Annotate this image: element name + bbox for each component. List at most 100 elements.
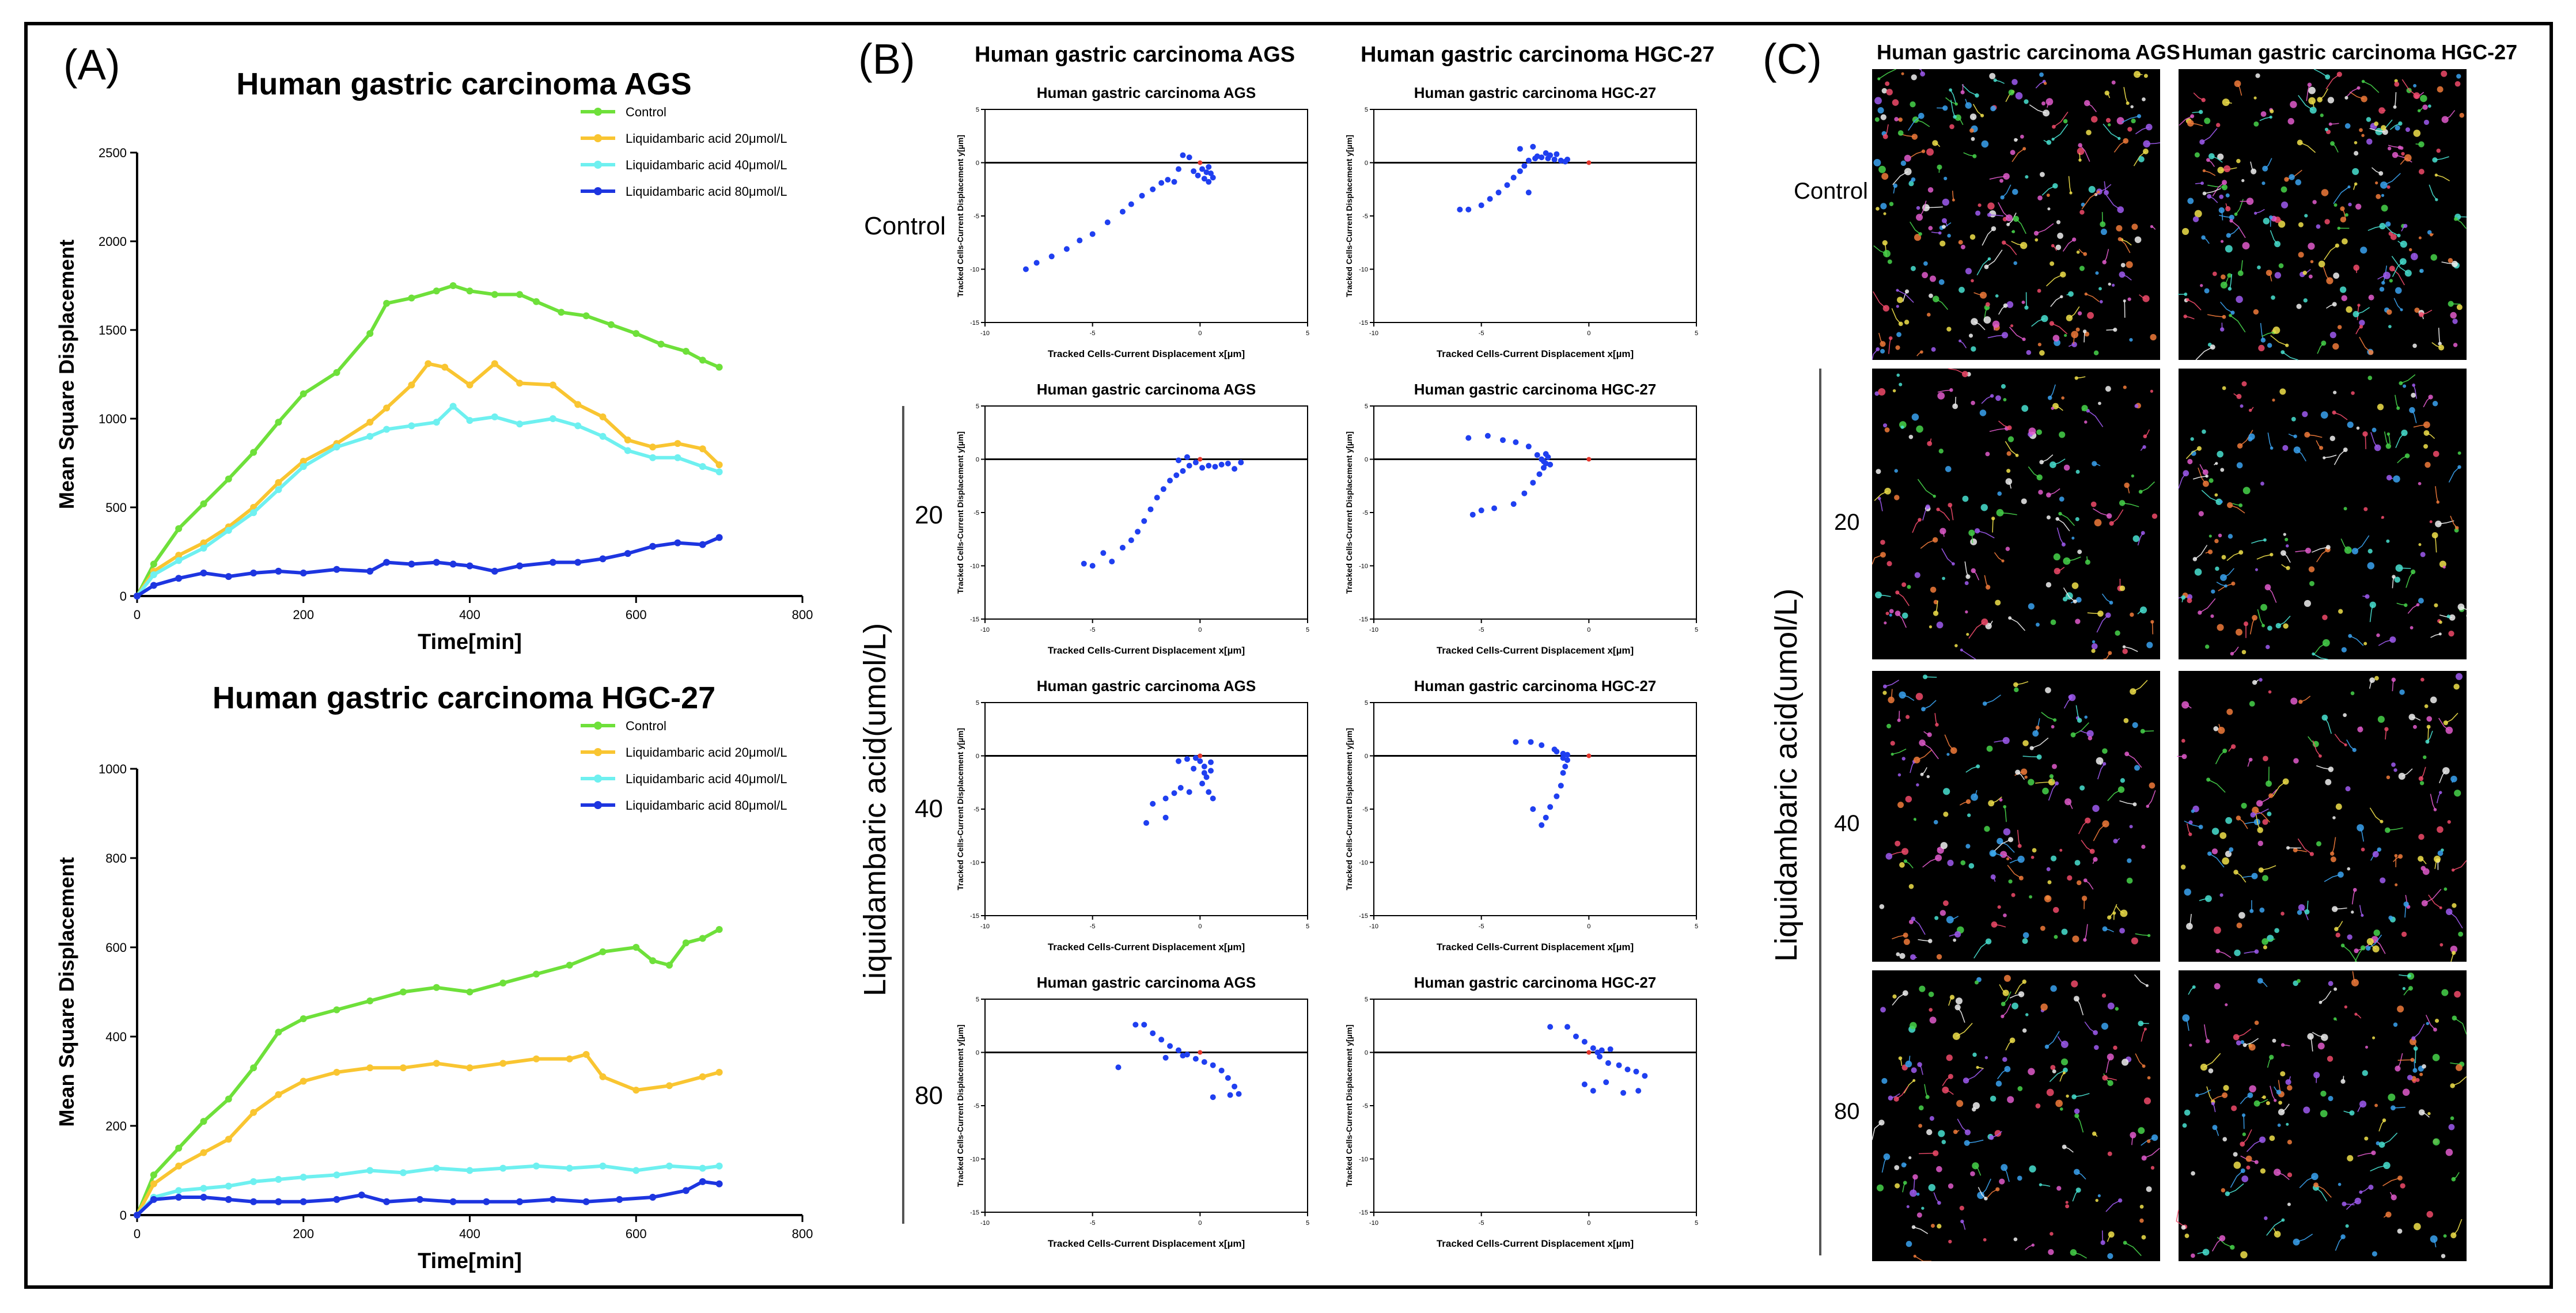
cell-track [2342, 945, 2357, 962]
x-tick-label: 5 [1695, 627, 1698, 633]
scatter-point [1201, 1059, 1207, 1065]
cell-marker [1971, 568, 1976, 574]
cell-track [2316, 1184, 2332, 1198]
cell-marker [2267, 811, 2272, 817]
cell-marker [2050, 619, 2056, 625]
cell-marker [2142, 1064, 2146, 1068]
cell-marker [2051, 407, 2054, 410]
cell-marker [1943, 900, 1949, 906]
cell-marker [2146, 1186, 2152, 1192]
cell-marker [1946, 1054, 1953, 1061]
cell-marker [2420, 677, 2425, 682]
cell-marker [1882, 134, 1888, 139]
cell-track [2320, 991, 2332, 1003]
cell-marker [2248, 408, 2252, 412]
cell-marker [2442, 566, 2446, 569]
cell-marker [1995, 294, 1999, 298]
cell-marker [2055, 244, 2062, 251]
cell-marker [2003, 974, 2011, 982]
data-point [666, 962, 673, 969]
cell-marker [2018, 875, 2024, 881]
cell-marker [2184, 888, 2191, 896]
data-point [466, 988, 473, 996]
cell-marker [2254, 949, 2259, 954]
cell-marker [2085, 817, 2091, 824]
cell-marker [2085, 559, 2090, 565]
cell-marker [2381, 280, 2385, 285]
cell-marker [2227, 273, 2232, 278]
cell-marker [2408, 986, 2414, 991]
cell-marker [1938, 449, 1944, 454]
cell-marker [2141, 1235, 2146, 1240]
cell-marker [2361, 134, 2365, 137]
cell-track [1973, 941, 1989, 959]
cell-marker [2410, 626, 2414, 629]
cell-marker [2438, 341, 2442, 346]
cell-track [1961, 650, 1976, 660]
cell-marker [1912, 1079, 1916, 1082]
cell-marker [2379, 287, 2385, 292]
cell-marker [2100, 1240, 2105, 1245]
cell-marker [2360, 945, 2366, 951]
cell-marker [2340, 206, 2345, 211]
cell-marker [2259, 1136, 2266, 1143]
cell-track [2135, 933, 2149, 936]
data-point [657, 340, 665, 348]
scatter-point [1210, 174, 1216, 181]
cell-marker [2002, 989, 2009, 996]
cell-marker [2433, 1027, 2437, 1032]
cell-marker [2047, 880, 2052, 885]
cell-marker [2061, 396, 2064, 400]
cell-track [2194, 545, 2208, 560]
cell-marker [2077, 311, 2082, 316]
cell-track [2270, 335, 2287, 346]
cell-marker [1900, 160, 1907, 166]
cell-marker [2454, 991, 2461, 998]
scatter-point [1160, 486, 1166, 492]
cell-marker [2309, 580, 2314, 586]
cell-marker [1903, 939, 1910, 945]
scatter-point [1562, 764, 1569, 769]
data-point [408, 422, 415, 430]
panel-b-row-80: 80 [915, 1081, 943, 1110]
cell-marker [2063, 119, 2068, 124]
cell-marker [1946, 327, 1952, 332]
cell-marker [2377, 847, 2382, 852]
cell-marker [2090, 116, 2098, 123]
panel-b-group-bracket [902, 406, 904, 1224]
cell-marker [2010, 324, 2014, 328]
cell-marker [2308, 86, 2316, 94]
x-tick-label: 400 [459, 1227, 480, 1241]
cell-marker [1921, 149, 1926, 153]
scatter-point [1199, 465, 1206, 471]
cell-marker [2001, 559, 2005, 563]
cell-marker [2347, 421, 2354, 428]
cell-track-image [1872, 368, 2160, 660]
data-point [275, 567, 282, 575]
cell-marker [1952, 403, 1958, 409]
cell-track [2270, 1086, 2276, 1101]
cell-marker [2053, 718, 2057, 722]
data-point [632, 1167, 640, 1174]
cell-marker [1995, 1187, 2000, 1191]
cell-marker [2418, 598, 2424, 604]
cell-marker [2321, 189, 2329, 196]
cell-marker [2198, 825, 2203, 829]
data-point [499, 1060, 507, 1067]
cell-marker [2257, 840, 2263, 847]
cell-marker [2149, 782, 2155, 789]
cell-marker [2064, 333, 2067, 337]
cell-marker [1910, 1022, 1917, 1030]
cell-marker [2074, 376, 2078, 380]
data-point [516, 291, 524, 298]
cell-marker [2057, 233, 2063, 239]
cell-marker [2404, 154, 2412, 162]
cell-track-image [1872, 69, 2161, 360]
cell-marker [2458, 931, 2464, 937]
cell-marker [2359, 320, 2365, 326]
cell-marker [2418, 169, 2425, 174]
cell-marker [1942, 105, 1948, 111]
cell-marker [2456, 304, 2463, 310]
cell-track [2324, 245, 2338, 260]
cell-marker [2222, 748, 2228, 753]
